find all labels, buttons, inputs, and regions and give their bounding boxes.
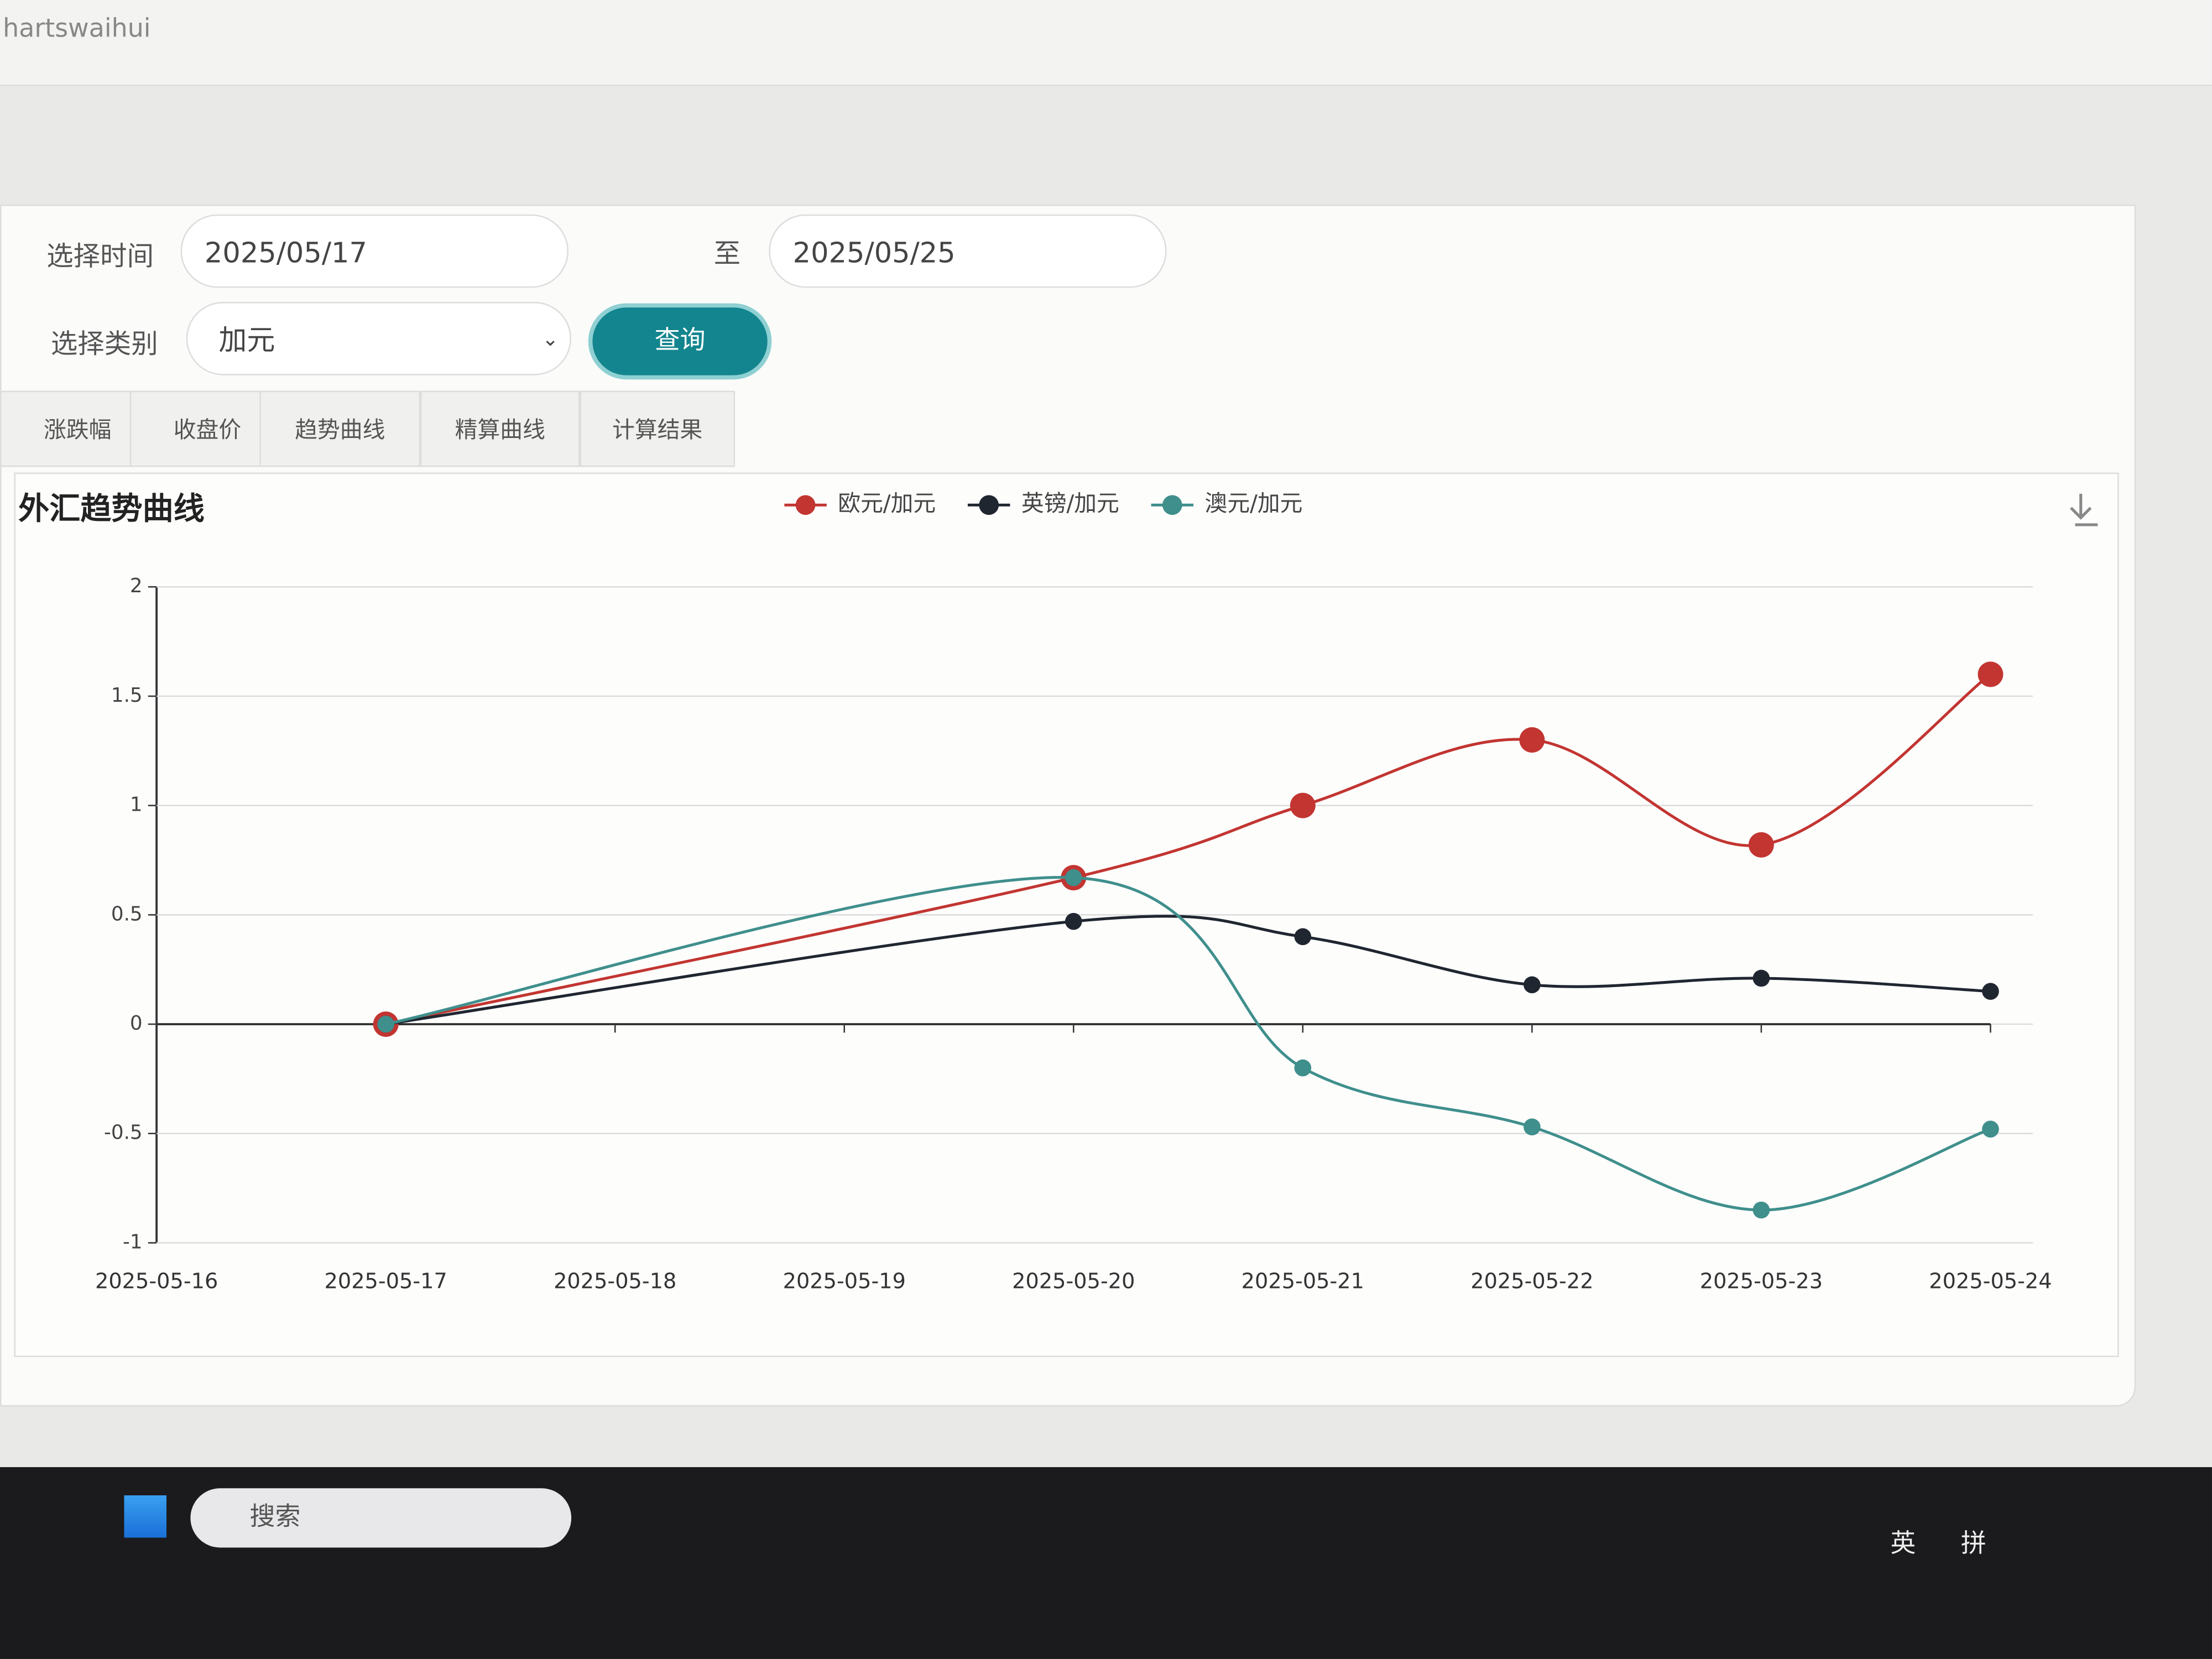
y-tick-label: 1.5 xyxy=(111,684,143,707)
data-point[interactable] xyxy=(1519,727,1545,753)
data-point[interactable] xyxy=(1065,869,1082,886)
data-point[interactable] xyxy=(1982,983,1999,1000)
y-tick-label: 0.5 xyxy=(111,902,143,925)
query-button[interactable]: 查询 xyxy=(592,307,768,375)
y-tick-label: 2 xyxy=(130,575,143,597)
y-tick-label: -0.5 xyxy=(104,1121,143,1144)
chart-container: 外汇趋势曲线 -1 -0.5 0 0.5 1 1.5 2 2025-05-16 2025-05-… xyxy=(14,472,2119,1358)
category-label: 选择类别 xyxy=(50,328,158,360)
legend-label[interactable]: 英镑/加元 xyxy=(1021,490,1119,517)
search-text: 搜索 xyxy=(249,1502,301,1532)
time-label: 选择时间 xyxy=(46,241,154,273)
data-point[interactable] xyxy=(1524,976,1541,994)
tab[interactable]: 涨跌幅 xyxy=(0,390,155,467)
x-tick-label: 2025-05-16 xyxy=(95,1269,218,1293)
address[interactable]: hartswaihui xyxy=(3,14,151,44)
series-line xyxy=(385,673,1991,1026)
browser-bar: hartswaihui xyxy=(0,0,2212,86)
data-point[interactable] xyxy=(1978,661,2004,687)
to-label: 至 xyxy=(713,238,741,270)
legend-label[interactable]: 欧元/加元 xyxy=(838,490,936,517)
x-tick-label: 2025-05-20 xyxy=(1012,1269,1135,1293)
y-tick-label: -1 xyxy=(123,1230,143,1253)
data-point[interactable] xyxy=(1524,1118,1541,1136)
search-box[interactable]: 搜索 xyxy=(190,1488,572,1548)
x-tick-label: 2025-05-22 xyxy=(1470,1269,1593,1293)
chart: 外汇趋势曲线 -1 -0.5 0 0.5 1 1.5 2 2025-05-16 2025-05-… xyxy=(18,490,2098,1293)
series-line xyxy=(385,876,1991,1212)
y-tick-label: 0 xyxy=(130,1012,143,1035)
x-tick-label: 2025-05-21 xyxy=(1241,1269,1364,1293)
y-tick-label: 1 xyxy=(130,794,143,816)
chart-title: 外汇趋势曲线 xyxy=(18,491,205,527)
ime-indicator[interactable]: 拼 xyxy=(1960,1529,1986,1559)
category-select[interactable]: 加元 ⌄ xyxy=(186,301,572,375)
tab[interactable]: 计算结果 xyxy=(580,390,735,467)
tab[interactable]: 精算曲线 xyxy=(420,390,580,467)
x-tick-label: 2025-05-23 xyxy=(1700,1269,1823,1293)
data-point[interactable] xyxy=(1290,792,1316,818)
legend-label[interactable]: 澳元/加元 xyxy=(1205,490,1303,517)
x-tick-label: 2025-05-24 xyxy=(1929,1269,2052,1293)
legend-marker[interactable] xyxy=(1162,495,1182,515)
x-tick-label: 2025-05-19 xyxy=(783,1269,906,1293)
data-point[interactable] xyxy=(1752,1201,1770,1219)
data-point[interactable] xyxy=(1065,912,1082,930)
data-point[interactable] xyxy=(377,1015,395,1033)
data-point[interactable] xyxy=(1982,1120,1999,1138)
legend-marker[interactable] xyxy=(795,495,816,515)
x-tick-label: 2025-05-17 xyxy=(325,1269,447,1293)
chevron: ⌄ xyxy=(542,328,559,352)
ime-indicator[interactable]: 英 xyxy=(1890,1529,1916,1559)
start-date[interactable]: 2025/05/17 xyxy=(180,214,569,288)
legend-marker[interactable] xyxy=(979,495,999,515)
data-point[interactable] xyxy=(1752,969,1770,987)
tab[interactable]: 收盘价 xyxy=(129,390,285,467)
x-tick-label: 2025-05-18 xyxy=(554,1269,676,1293)
data-point[interactable] xyxy=(1294,1059,1312,1077)
end-date[interactable]: 2025/05/25 xyxy=(769,214,1167,288)
tab[interactable]: 趋势曲线 xyxy=(259,390,421,467)
series-line xyxy=(385,915,1991,1026)
data-point[interactable] xyxy=(1294,928,1312,946)
download-icon[interactable] xyxy=(2070,493,2098,526)
category-value: 加元 xyxy=(218,323,275,357)
start-button[interactable] xyxy=(124,1495,167,1538)
data-point[interactable] xyxy=(1748,832,1774,858)
